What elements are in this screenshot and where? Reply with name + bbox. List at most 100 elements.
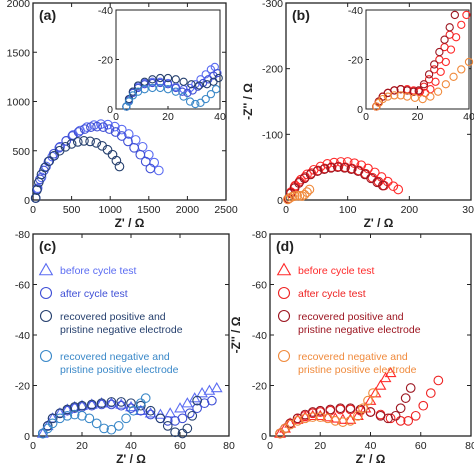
data-point: [390, 410, 401, 421]
data-point: [345, 416, 356, 426]
inset-data-point: [140, 85, 149, 94]
inset-data-point: [156, 78, 165, 88]
data-point: [304, 184, 315, 195]
data-point: [69, 402, 80, 412]
panel-label: (b): [292, 7, 310, 23]
data-point: [187, 410, 198, 421]
data-point: [353, 410, 363, 421]
data-point: [116, 400, 127, 411]
inset-data-point: [450, 10, 459, 20]
data-point: [77, 400, 87, 411]
inset-data-point: [201, 70, 210, 79]
x-tick-label: 20: [76, 440, 88, 452]
data-point: [62, 404, 73, 415]
data-point: [192, 395, 202, 406]
data-point: [274, 427, 286, 438]
inset-x-tick-label: 40: [463, 111, 474, 123]
legend-label: after cycle test: [60, 288, 128, 300]
data-point: [425, 388, 436, 398]
inset-y-tick-label: -20: [98, 55, 113, 67]
data-point: [162, 421, 173, 431]
legend-label: before cycle test: [60, 265, 137, 277]
data-point: [140, 393, 151, 403]
y-tick-label: -80: [252, 229, 267, 241]
y-tick-label: 1500: [7, 47, 31, 59]
data-point: [135, 405, 146, 416]
data-point: [284, 193, 295, 203]
inset-data-point: [163, 85, 173, 94]
data-point: [123, 136, 133, 147]
data-point: [333, 161, 344, 172]
data-point: [128, 405, 139, 416]
inset-y-tick-label: 0: [357, 104, 363, 116]
y-tick-label: 0: [24, 431, 30, 443]
inset-data-point: [179, 92, 188, 101]
data-point: [177, 413, 188, 424]
data-point: [335, 403, 346, 414]
x-tick-label: 0: [30, 204, 36, 216]
inset-x-tick-label: 0: [363, 111, 369, 123]
data-point: [77, 410, 87, 421]
x-tick-label: 200: [401, 204, 419, 216]
data-point: [355, 404, 366, 415]
inset-data-point: [178, 87, 187, 96]
inset-data-point: [148, 83, 157, 93]
data-point: [42, 423, 53, 434]
data-point: [332, 162, 343, 173]
data-point: [292, 190, 302, 201]
data-point: [363, 395, 373, 406]
y-tick-label: -100: [262, 129, 283, 141]
inset-data-point: [457, 20, 466, 29]
x-tick-label: 60: [174, 440, 186, 452]
legend-label: recovered positive and: [60, 311, 166, 323]
data-point: [145, 405, 156, 416]
y-tick-label: -200: [262, 64, 283, 76]
inset-data-point: [396, 91, 405, 100]
data-point: [374, 379, 387, 390]
inset-data-point: [410, 93, 420, 103]
data-point: [307, 407, 318, 417]
data-point: [154, 408, 167, 419]
panel-c: 0 20 40 60 80 0 -20 -40 -60 -80 Z' / Ω (c): [15, 229, 235, 466]
data-point: [47, 418, 58, 429]
data-point: [315, 412, 326, 422]
inset-data-point: [390, 91, 399, 100]
data-point: [85, 136, 95, 147]
data-point: [365, 407, 376, 417]
y-tick-label: -20: [15, 381, 30, 393]
data-point: [73, 127, 84, 137]
data-point: [188, 392, 201, 403]
data-point: [61, 403, 74, 414]
data-point: [85, 398, 98, 409]
data-point: [275, 428, 285, 439]
inset-data-point: [124, 97, 134, 106]
data-point: [49, 150, 60, 161]
y-axis-label: -Z'' / Ω: [229, 316, 243, 353]
y-tick-label: -80: [15, 229, 30, 241]
data-point: [418, 400, 429, 411]
data-point: [302, 187, 312, 197]
inset-data-point: [185, 97, 195, 106]
data-point: [99, 423, 109, 434]
data-point: [106, 424, 117, 435]
data-point: [347, 163, 357, 174]
data-point: [400, 393, 411, 403]
y-tick-label: -40: [252, 330, 267, 342]
data-point: [405, 383, 416, 393]
data-point: [377, 180, 388, 191]
data-point: [76, 399, 88, 410]
inset-data-point: [424, 75, 434, 84]
data-point: [349, 158, 360, 169]
data-point: [182, 423, 193, 434]
inset-data-point: [201, 94, 210, 104]
x-tick-label: 80: [223, 440, 235, 452]
data-point: [46, 412, 59, 423]
data-point: [313, 165, 323, 176]
inset-data-point: [457, 65, 466, 74]
inset-data-point: [419, 80, 429, 89]
data-point: [135, 400, 146, 411]
data-point: [196, 387, 208, 398]
data-point: [346, 164, 357, 174]
data-point: [92, 121, 102, 132]
